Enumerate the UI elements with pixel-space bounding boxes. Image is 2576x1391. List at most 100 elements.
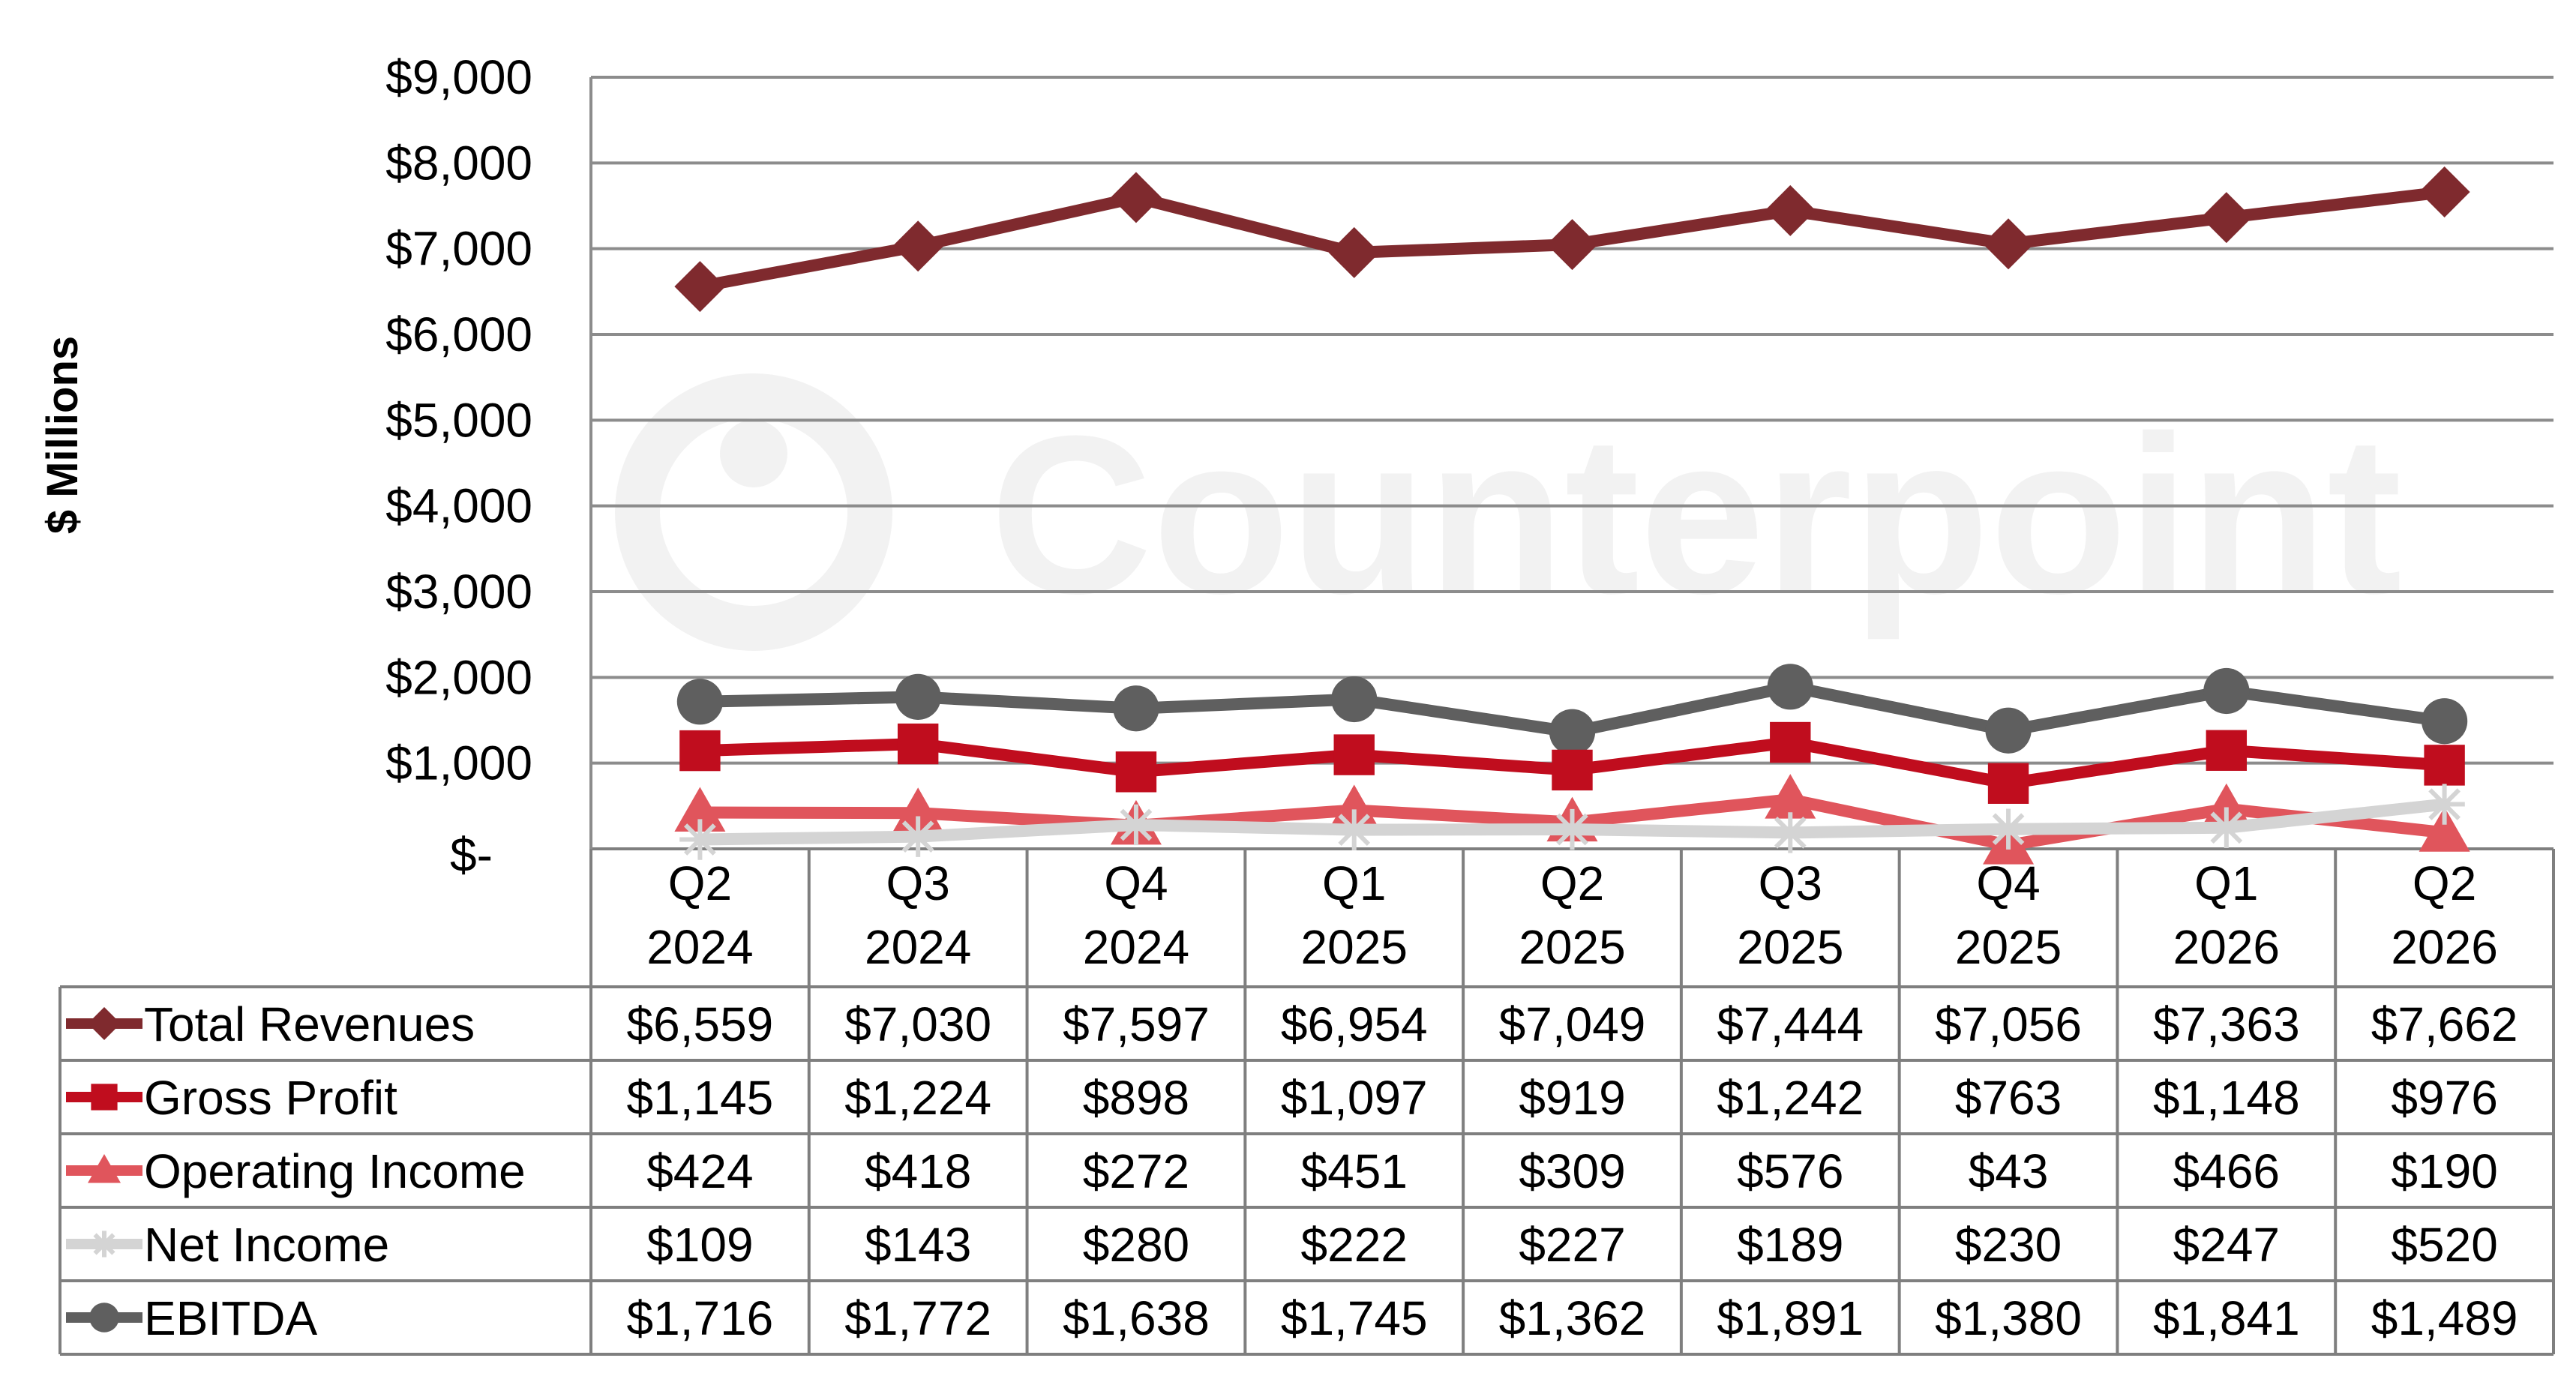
table-cell-value: $189 — [1737, 1218, 1843, 1272]
table-cell-value: $1,841 — [2153, 1291, 2300, 1345]
marker-stroke — [1120, 808, 1153, 841]
x-category-year: 2024 — [646, 920, 753, 974]
table-cell-value: $1,489 — [2371, 1291, 2518, 1345]
table-cell-value: $109 — [646, 1218, 753, 1272]
data-point — [1113, 685, 1159, 732]
data-point — [2419, 166, 2470, 217]
series-row-label: Gross Profit — [144, 1071, 397, 1125]
series-net-income — [679, 784, 2465, 860]
watermark-logo: Counterpoint — [615, 373, 2402, 651]
data-point — [1985, 707, 2032, 754]
y-tick-label: $7,000 — [385, 222, 532, 276]
data-point — [2206, 807, 2248, 848]
table-cell-value: $7,662 — [2371, 997, 2518, 1051]
table-cell-value: $309 — [1519, 1144, 1625, 1198]
y-tick-label: $- — [450, 828, 493, 882]
data-point — [676, 679, 723, 725]
data-point — [1552, 808, 1593, 850]
y-tick-label: $6,000 — [385, 307, 532, 361]
data-point — [895, 673, 941, 721]
legend-key-marker — [88, 1007, 121, 1040]
table-cell-value: $1,145 — [627, 1071, 774, 1125]
x-category-quarter: Q2 — [668, 856, 732, 910]
table-cell-value: $1,362 — [1499, 1291, 1646, 1345]
x-category-year: 2026 — [2391, 920, 2497, 974]
y-tick-label: $3,000 — [385, 565, 532, 619]
series-row-label: Total Revenues — [144, 997, 475, 1051]
y-tick-label: $4,000 — [385, 479, 532, 533]
series-total-revenues — [674, 166, 2470, 313]
table-cell-value: $898 — [1083, 1071, 1189, 1125]
data-point — [2424, 745, 2465, 786]
y-tick-label: $2,000 — [385, 650, 532, 704]
marker-stroke — [1992, 813, 2025, 846]
table-cell-value: $1,638 — [1063, 1291, 1210, 1345]
x-category-year: 2025 — [1955, 920, 2062, 974]
marker-stroke — [684, 823, 716, 856]
legend-key-marker — [91, 1084, 118, 1111]
series-ebitda — [676, 664, 2468, 755]
data-point — [897, 723, 939, 765]
legend-key-marker — [88, 1154, 121, 1183]
table-cell-value: $190 — [2391, 1144, 2497, 1198]
x-category-quarter: Q3 — [1759, 856, 1822, 910]
table-cell-value: $280 — [1083, 1218, 1189, 1272]
x-category-year: 2024 — [1083, 920, 1189, 974]
table-cell-value: $1,772 — [844, 1291, 991, 1345]
data-point — [1987, 808, 2029, 850]
x-category-year: 2025 — [1737, 920, 1843, 974]
table-cell-value: $1,148 — [2153, 1071, 2300, 1125]
marker-stroke — [1774, 817, 1807, 849]
data-point — [2424, 784, 2465, 825]
data-point — [1552, 749, 1593, 791]
marker-stroke — [901, 820, 934, 853]
table-cell-value: $451 — [1301, 1144, 1408, 1198]
table-cell-value: $520 — [2391, 1218, 2497, 1272]
x-category-year: 2025 — [1301, 920, 1408, 974]
table-cell-value: $7,597 — [1063, 997, 1210, 1051]
data-point — [1765, 774, 1816, 819]
x-category-quarter: Q2 — [2413, 856, 2476, 910]
table-cell-value: $222 — [1301, 1218, 1408, 1272]
legend-key-marker — [89, 1303, 119, 1333]
table-cell-value: $424 — [646, 1144, 753, 1198]
table-cell-value: $7,030 — [844, 997, 991, 1051]
data-point — [2422, 698, 2468, 745]
data-point — [2419, 807, 2470, 852]
data-point — [1770, 812, 1811, 853]
y-tick-label: $1,000 — [385, 736, 532, 790]
data-point — [2200, 192, 2252, 244]
y-tick-label: $9,000 — [385, 50, 532, 104]
table-cell-value: $1,380 — [1935, 1291, 2082, 1345]
data-point — [2206, 730, 2248, 771]
data-point — [1549, 709, 1596, 755]
marker-stroke — [1338, 814, 1371, 846]
data-point — [1328, 226, 1380, 278]
data-point — [1115, 751, 1157, 793]
table-cell-value: $976 — [2391, 1071, 2497, 1125]
data-point — [1110, 172, 1162, 223]
table-cell-value: $7,444 — [1717, 997, 1864, 1051]
table-cell-value: $466 — [2173, 1144, 2280, 1198]
table-cell-value: $230 — [1955, 1218, 2062, 1272]
table-cell-value: $576 — [1737, 1144, 1843, 1198]
data-point — [1333, 809, 1375, 850]
table-cell-value: $272 — [1083, 1144, 1189, 1198]
data-point — [1765, 184, 1816, 236]
series-row-label: Net Income — [144, 1218, 389, 1272]
data-point — [1331, 676, 1378, 723]
data-point — [1115, 804, 1157, 846]
table-cell-value: $43 — [1969, 1144, 2049, 1198]
table-cell-value: $1,891 — [1717, 1291, 1864, 1345]
legend-key-marker — [91, 1231, 118, 1258]
x-category-quarter: Q2 — [1540, 856, 1604, 910]
y-axis-tick-labels: $- $1,000 $2,000 $3,000 $4,000 $5,000 $6,000 $7… — [385, 50, 532, 882]
y-tick-label: $5,000 — [385, 393, 532, 447]
series-row-label: EBITDA — [144, 1291, 317, 1345]
table-cell-value: $6,954 — [1281, 997, 1428, 1051]
x-category-quarter: Q1 — [2194, 856, 2258, 910]
marker-stroke — [1556, 813, 1588, 846]
data-point — [679, 730, 721, 772]
table-cell-value: $227 — [1519, 1218, 1625, 1272]
series-lines — [674, 166, 2470, 865]
